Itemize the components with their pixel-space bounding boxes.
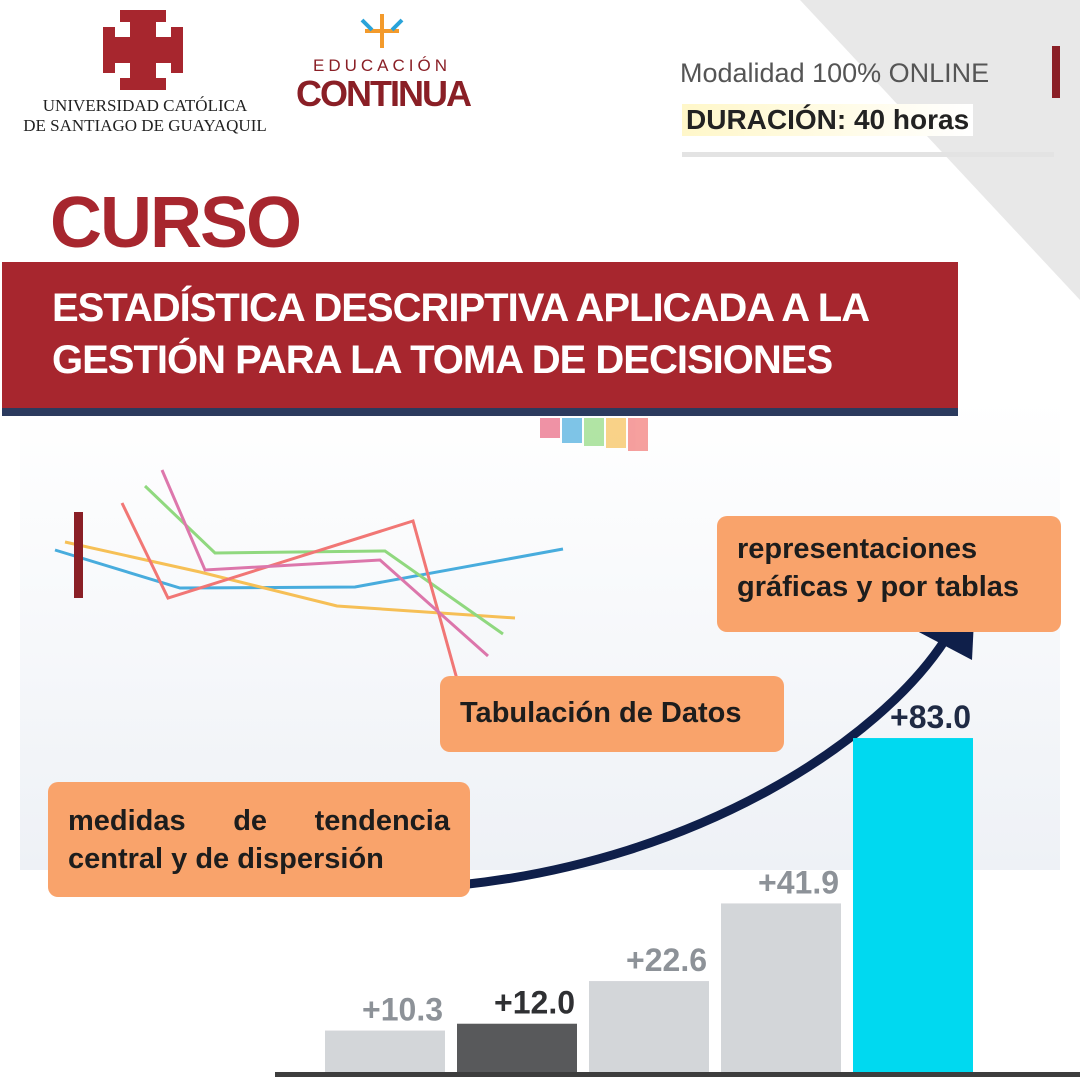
growth-arrow [459, 637, 949, 890]
title-banner [2, 262, 958, 410]
divider [682, 152, 1054, 157]
accent-bar [1052, 46, 1060, 98]
title-line: GESTIÓN PARA LA TOMA DE DECISIONES [52, 338, 833, 382]
university-line: DE SANTIAGO DE GUAYAQUIL [23, 116, 267, 135]
modality: Modalidad 100% ONLINE [680, 58, 990, 88]
bar [589, 981, 709, 1072]
banner-edge [2, 408, 958, 416]
value-label: +83.0 [890, 699, 971, 735]
course-title: ESTADÍSTICA DESCRIPTIVA APLICADA A LA GE… [52, 282, 870, 386]
title-line: ESTADÍSTICA DESCRIPTIVA APLICADA A LA [52, 286, 870, 330]
topic-line: Tabulación de Datos [460, 697, 742, 729]
value-label: +10.3 [362, 992, 443, 1028]
page-curl [800, 0, 1080, 300]
topic-box: medidas de tendencia central y de disper… [48, 782, 470, 897]
value-label: +12.0 [494, 985, 575, 1021]
topic-line: central y de dispersión [68, 843, 384, 875]
bar [325, 1030, 445, 1072]
program-logo: EDUCACIÓN CONTINUA [296, 56, 472, 114]
background-bars [540, 418, 648, 451]
value-label: +41.9 [758, 864, 839, 900]
topic-box: representaciones gráficas y por tablas [717, 516, 1061, 632]
topic-line: medidas de tendencia [68, 805, 450, 837]
university-line: UNIVERSIDAD CATÓLICA [42, 96, 248, 115]
program-emblem [360, 14, 404, 48]
course-label: CURSO [50, 183, 302, 263]
baseline [275, 1072, 1080, 1077]
topic-line: representaciones [737, 533, 978, 565]
bar [721, 903, 841, 1072]
duration: DURACIÓN: 40 horas [682, 104, 974, 136]
university-emblem [103, 10, 183, 90]
university-name: UNIVERSIDAD CATÓLICA DE SANTIAGO DE GUAY… [10, 96, 280, 136]
background-lines [54, 469, 564, 691]
value-label: +22.6 [626, 942, 707, 978]
bar [853, 738, 973, 1072]
bar [457, 1023, 577, 1072]
topic-line: gráficas y por tablas [737, 571, 1020, 603]
accent-bar [74, 512, 83, 598]
program-line: EDUCACIÓN [312, 56, 451, 75]
topic-box: Tabulación de Datos [440, 676, 784, 752]
program-line: CONTINUA [296, 73, 472, 114]
